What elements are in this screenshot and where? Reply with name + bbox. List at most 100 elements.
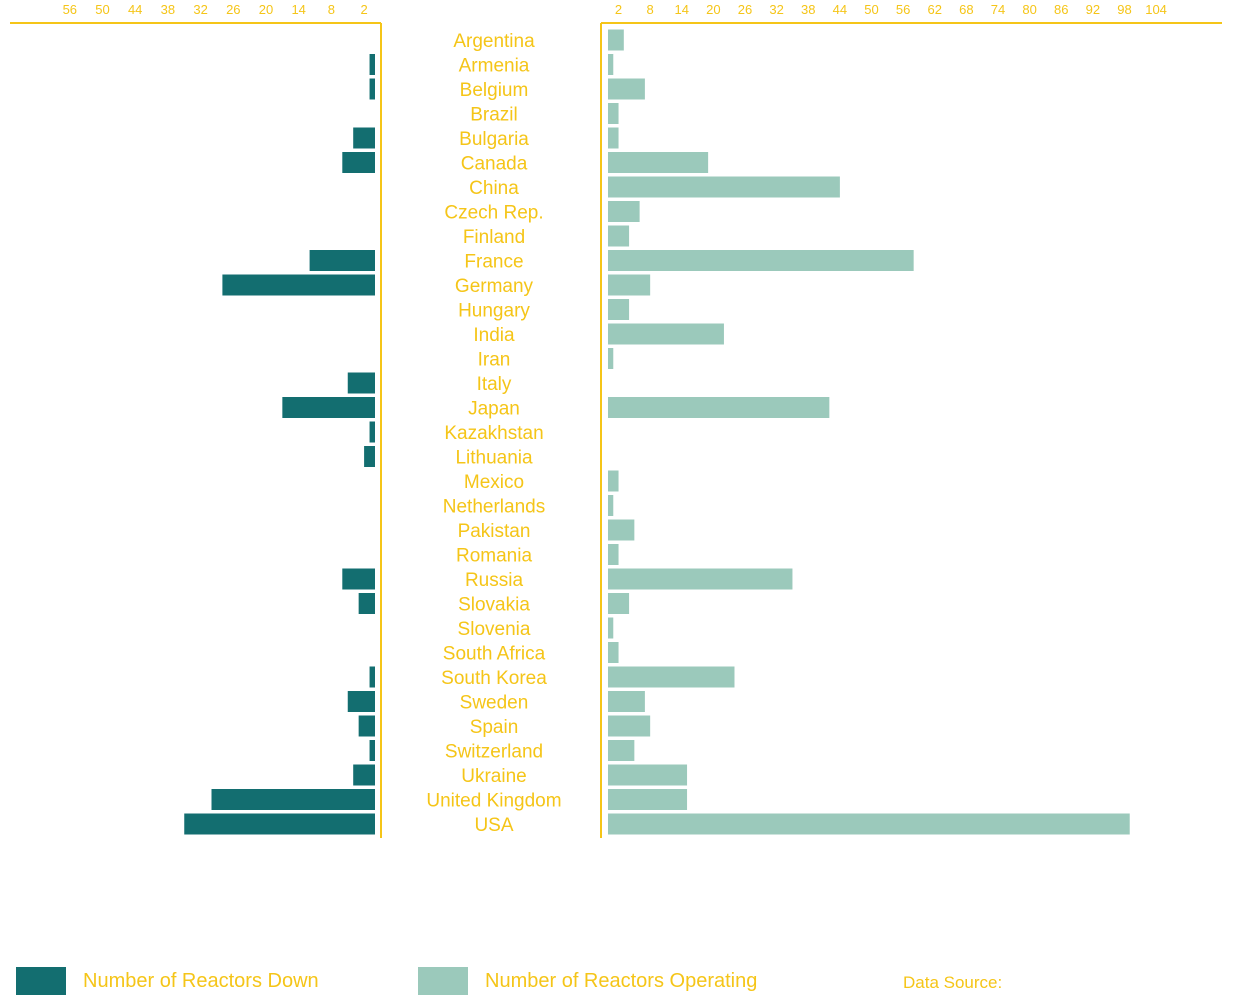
bar-operating-romania <box>608 544 619 565</box>
bar-down-ukraine <box>353 764 375 786</box>
bar-operating-netherlands <box>608 495 614 516</box>
country-label-finland: Finland <box>463 227 525 248</box>
right-tick-label: 20 <box>706 2 720 17</box>
country-label-usa: USA <box>474 815 513 836</box>
bar-operating-iran <box>608 348 614 369</box>
country-label-netherlands: Netherlands <box>443 497 545 518</box>
right-tick-label: 86 <box>1054 2 1068 17</box>
country-label-japan: Japan <box>468 399 520 420</box>
bar-down-spain <box>358 715 375 737</box>
bar-down-germany <box>222 274 375 296</box>
country-label-armenia: Armenia <box>459 56 530 77</box>
bar-operating-south-korea <box>608 666 735 688</box>
legend-item-reactors-operating: Number of Reactors Operating <box>418 966 757 996</box>
left-tick-label: 56 <box>63 2 77 17</box>
bar-down-south-korea <box>369 666 375 688</box>
bar-down-slovakia <box>358 593 375 614</box>
bar-down-canada <box>342 152 375 173</box>
bar-operating-india <box>608 323 724 345</box>
bar-down-japan <box>282 397 375 418</box>
country-label-belgium: Belgium <box>460 80 529 101</box>
country-label-south-korea: South Korea <box>441 668 547 689</box>
bar-operating-czech-rep <box>608 201 640 222</box>
data-source-label: Data Source: <box>903 973 1003 992</box>
bar-operating-pakistan <box>608 519 635 541</box>
right-tick-label: 104 <box>1145 2 1167 17</box>
country-labels: Argentina Armenia Belgium Brazil Bulgaria Can… <box>426 31 561 836</box>
bar-down-usa <box>184 813 375 835</box>
country-label-ukraine: Ukraine <box>461 766 526 787</box>
bar-operating-slovenia <box>608 617 614 639</box>
country-label-slovenia: Slovenia <box>458 619 531 640</box>
bar-operating-ukraine <box>608 764 688 786</box>
right-tick-label: 32 <box>769 2 783 17</box>
legend-item-reactors-down: Number of Reactors Down <box>16 966 319 996</box>
left-tick-label: 2 <box>360 2 367 17</box>
country-label-bulgaria: Bulgaria <box>459 129 529 150</box>
left-tick-label: 20 <box>259 2 273 17</box>
country-label-hungary: Hungary <box>458 301 530 322</box>
bar-down-france <box>309 250 375 271</box>
right-tick-label: 68 <box>959 2 973 17</box>
bar-down-kazakhstan <box>369 421 375 443</box>
bar-down-united-kingdom <box>211 789 375 810</box>
bar-operating-hungary <box>608 299 630 320</box>
country-label-argentina: Argentina <box>453 31 535 52</box>
right-tick-label: 38 <box>801 2 815 17</box>
right-tick-label: 62 <box>928 2 942 17</box>
bar-operating-south-africa <box>608 642 619 663</box>
country-label-france: France <box>464 252 523 273</box>
country-label-spain: Spain <box>470 717 519 738</box>
bar-operating-united-kingdom <box>608 789 688 810</box>
left-tick-label: 50 <box>95 2 109 17</box>
right-tick-label: 8 <box>647 2 654 17</box>
country-label-iran: Iran <box>478 350 511 371</box>
bar-down-russia <box>342 568 375 590</box>
legend-swatch-reactors-down <box>16 967 66 995</box>
right-tick-label: 56 <box>896 2 910 17</box>
bar-operating-china <box>608 176 840 198</box>
bar-down-belgium <box>369 78 375 100</box>
left-axis: 56 50 44 38 32 26 20 14 8 2 <box>10 2 382 838</box>
reactors-operating-bars <box>608 29 1130 835</box>
country-label-mexico: Mexico <box>464 472 524 493</box>
country-label-russia: Russia <box>465 570 524 591</box>
bar-down-armenia <box>369 54 375 75</box>
bar-operating-spain <box>608 715 651 737</box>
bar-operating-france <box>608 250 914 271</box>
left-tick-label: 14 <box>291 2 305 17</box>
left-tick-label: 26 <box>226 2 240 17</box>
country-label-brazil: Brazil <box>470 105 518 126</box>
left-tick-label: 38 <box>161 2 175 17</box>
bar-operating-switzerland <box>608 740 635 761</box>
bar-operating-usa <box>608 813 1130 835</box>
bar-operating-sweden <box>608 691 645 712</box>
right-tick-label: 74 <box>991 2 1005 17</box>
right-axis: 2 8 14 20 26 32 38 44 50 56 62 68 74 80 86 92 98 104 <box>600 2 1222 838</box>
bar-operating-japan <box>608 397 830 418</box>
country-label-pakistan: Pakistan <box>458 521 531 542</box>
country-label-canada: Canada <box>461 154 528 175</box>
country-label-kazakhstan: Kazakhstan <box>444 423 543 444</box>
bar-down-switzerland <box>369 740 375 761</box>
bar-operating-finland <box>608 225 630 247</box>
bar-operating-belgium <box>608 78 645 100</box>
country-label-india: India <box>473 325 515 346</box>
bar-operating-armenia <box>608 54 614 75</box>
bar-operating-russia <box>608 568 793 590</box>
legend-label-reactors-operating: Number of Reactors Operating <box>485 969 758 992</box>
left-tick-label: 44 <box>128 2 142 17</box>
bar-down-sweden <box>347 691 375 712</box>
bar-down-bulgaria <box>353 127 375 149</box>
country-label-germany: Germany <box>455 276 534 297</box>
left-tick-label: 8 <box>328 2 335 17</box>
right-tick-label: 80 <box>1022 2 1036 17</box>
bar-down-italy <box>347 372 375 394</box>
right-tick-label: 92 <box>1086 2 1100 17</box>
bar-operating-germany <box>608 274 651 296</box>
bar-operating-brazil <box>608 103 619 124</box>
right-tick-label: 98 <box>1117 2 1131 17</box>
country-label-united-kingdom: United Kingdom <box>426 791 561 812</box>
country-label-lithuania: Lithuania <box>455 448 533 469</box>
bar-operating-slovakia <box>608 593 630 614</box>
